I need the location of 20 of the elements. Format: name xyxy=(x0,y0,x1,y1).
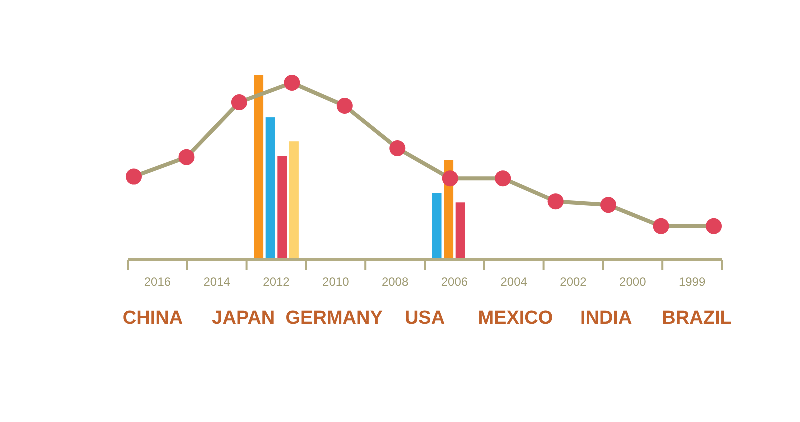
x-tick-label: 2004 xyxy=(500,275,528,289)
bar xyxy=(289,142,299,260)
x-tick-label: 2010 xyxy=(322,275,350,289)
x-tick-label: 2012 xyxy=(263,275,290,289)
text: INDIA xyxy=(580,308,632,329)
text: JAPAN xyxy=(212,308,276,329)
x-tick-label: 1999 xyxy=(678,275,706,289)
x-tick-label: 2000 xyxy=(620,275,647,289)
bar xyxy=(456,202,466,260)
text: MEXICO xyxy=(478,308,554,329)
text: GERMANY xyxy=(286,308,384,329)
x-tick-label: 2016 xyxy=(144,275,172,289)
text: CHINA xyxy=(122,308,184,329)
text: USA xyxy=(404,308,446,329)
x-tick-label: 2008 xyxy=(382,275,409,289)
x-tick-label: 2002 xyxy=(560,275,588,289)
x-tick-label: 2006 xyxy=(441,275,468,289)
text: BRAZIL xyxy=(662,308,732,329)
bar xyxy=(278,156,288,260)
x-tick-label: 2014 xyxy=(204,275,231,289)
